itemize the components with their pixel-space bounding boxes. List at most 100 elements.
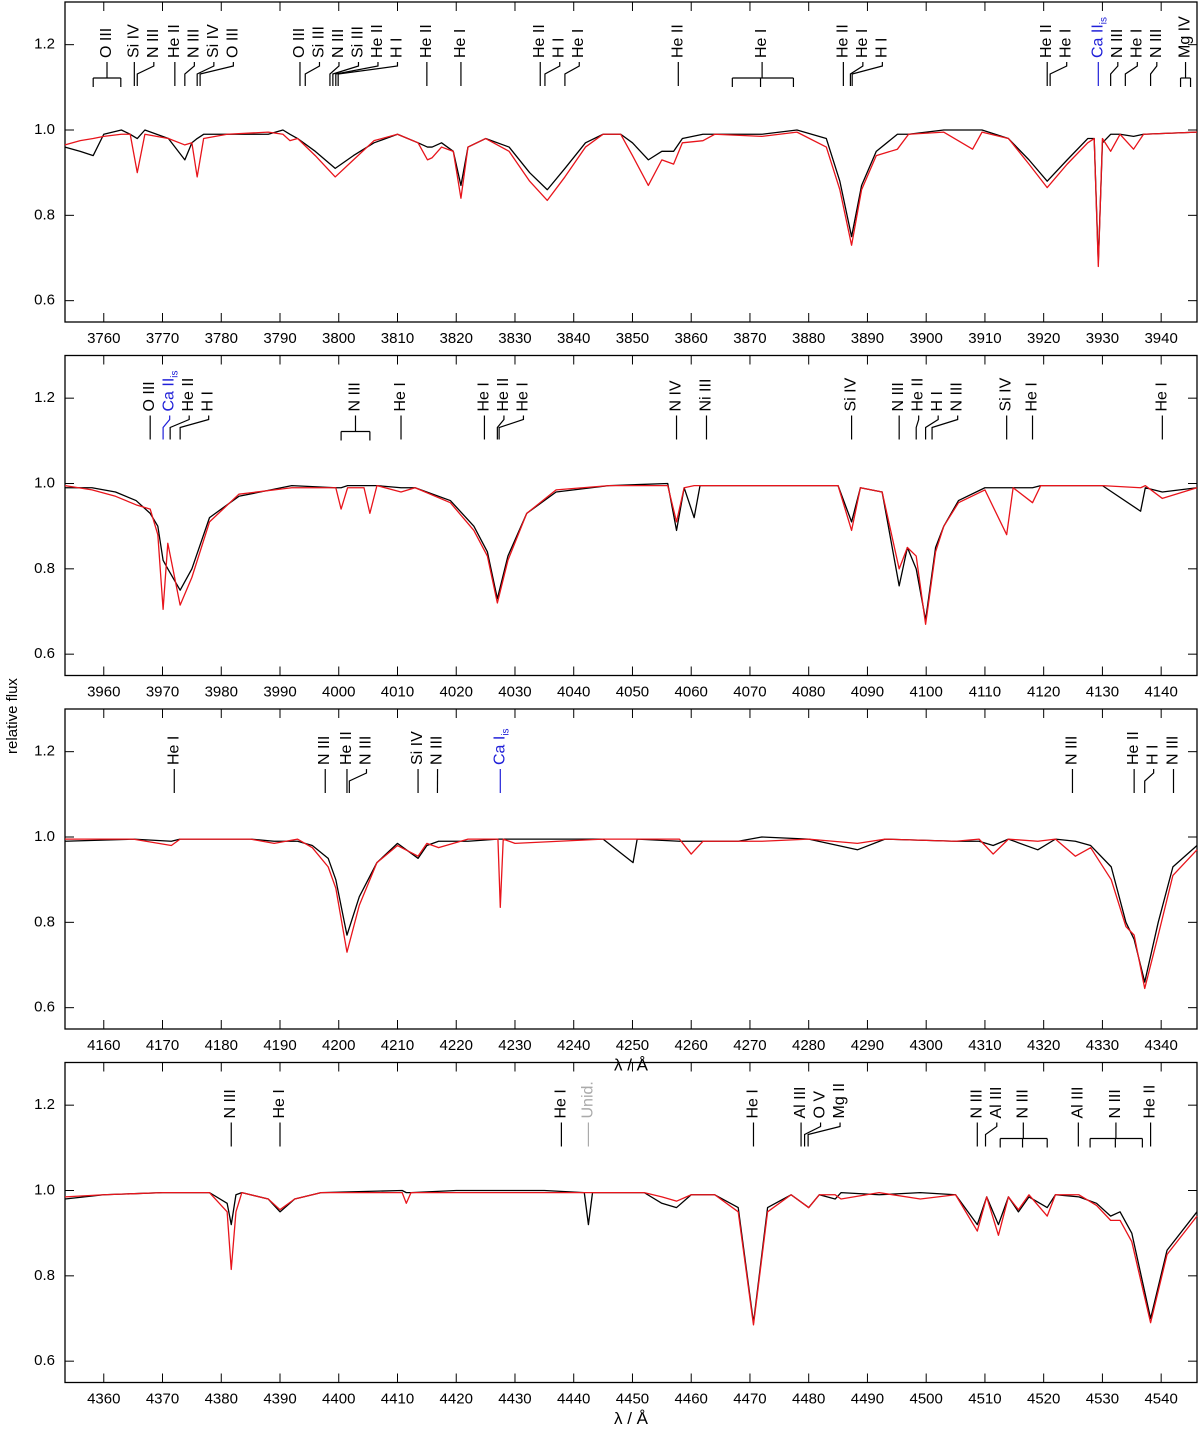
line-marker: [916, 416, 918, 440]
x-tick-label: 4390: [263, 1390, 296, 1407]
x-tick-label: 3940: [1144, 330, 1177, 347]
line-label: N III: [1109, 29, 1126, 58]
line-label-text: H I: [1145, 745, 1162, 765]
line-label-text: Mg IV: [1177, 16, 1194, 58]
line-label: H I: [874, 38, 891, 58]
line-label: He II: [670, 24, 687, 58]
line-label-text: H I: [874, 38, 891, 58]
line-label-text: H I: [551, 38, 568, 58]
line-label-text: N III: [330, 29, 347, 58]
y-tick-label: 1.0: [34, 121, 55, 138]
line-label-text: H I: [389, 38, 406, 58]
line-label: He II: [910, 378, 927, 412]
line-marker: [1151, 62, 1157, 86]
line-label-text: He II: [835, 24, 852, 58]
x-tick-label: 4520: [1027, 1390, 1060, 1407]
x-tick-label: 3880: [792, 330, 825, 347]
line-label-text: He I: [745, 1089, 762, 1118]
line-label: H I: [389, 38, 406, 58]
line-label: He I: [570, 29, 587, 58]
line-label: He II: [1142, 1085, 1159, 1119]
x-tick-label: 4480: [792, 1390, 825, 1407]
line-label-text: He II: [670, 24, 687, 58]
x-tick-label: 3800: [322, 330, 355, 347]
x-tick-label: 3860: [675, 330, 708, 347]
line-label: He I: [452, 29, 469, 58]
line-label: N III: [429, 736, 446, 765]
spectrum-line: [65, 130, 1197, 262]
line-label-text: He I: [271, 1089, 288, 1118]
x-tick-label: 3810: [381, 330, 414, 347]
line-label-text: O III: [98, 28, 115, 58]
spectrum-line: [65, 837, 1197, 982]
line-label-text: N III: [969, 1089, 986, 1118]
x-tick-label: 4140: [1144, 683, 1177, 700]
line-label: He II: [1125, 731, 1142, 765]
line-label: H I: [551, 38, 568, 58]
line-label: H I: [1145, 745, 1162, 765]
line-label-text: He I: [515, 382, 532, 411]
line-label: He I: [745, 1089, 762, 1118]
line-label: N IV: [668, 380, 685, 411]
line-label-text: Ni III: [698, 379, 715, 412]
x-tick-label: 4200: [322, 1037, 355, 1054]
line-marker: [852, 62, 882, 86]
x-tick-label: 3820: [440, 330, 473, 347]
x-tick-label: 4160: [87, 1037, 120, 1054]
line-label-text: He II: [1038, 24, 1055, 58]
line-marker: [185, 62, 195, 86]
x-tick-label: 4420: [440, 1390, 473, 1407]
line-label: N III: [222, 1089, 239, 1118]
x-tick-label: 4170: [146, 1037, 179, 1054]
line-label: N III: [1165, 736, 1182, 765]
x-tick-label: 4100: [910, 683, 943, 700]
line-label-text: N III: [1148, 29, 1165, 58]
line-label-text: N III: [145, 29, 162, 58]
line-marker: [137, 62, 154, 86]
x-tick-label: 3850: [616, 330, 649, 347]
y-tick-label: 1.0: [34, 828, 55, 845]
line-label-text: N III: [316, 736, 333, 765]
line-label-text: Si III: [350, 26, 367, 58]
line-label-text: He I: [1154, 382, 1171, 411]
line-label-text: He I: [553, 1089, 570, 1118]
line-label-text: He II: [531, 24, 548, 58]
x-axis-label: λ / Å: [614, 1055, 649, 1074]
line-label: He I: [476, 382, 493, 411]
line-label: N III: [1107, 1089, 1124, 1118]
line-marker: [1125, 62, 1137, 86]
line-label-subscript: is: [1098, 17, 1109, 24]
x-tick-label: 4070: [733, 683, 766, 700]
x-tick-label: 3840: [557, 330, 590, 347]
x-tick-label: 4360: [87, 1390, 120, 1407]
line-label: Unid.: [580, 1081, 597, 1118]
x-tick-label: 4110: [969, 683, 1001, 700]
line-label-text: N III: [1015, 1089, 1032, 1118]
line-marker: [565, 62, 579, 86]
x-tick-label: 4220: [440, 1037, 473, 1054]
spectrum-line: [65, 1193, 1197, 1325]
line-label: He I: [271, 1089, 288, 1118]
line-label: Si IV: [126, 24, 143, 58]
y-tick-label: 1.2: [34, 743, 55, 760]
x-tick-label: 3790: [263, 330, 296, 347]
line-label-text: N III: [358, 736, 375, 765]
line-label-text: O III: [141, 381, 158, 411]
line-label: He I: [753, 29, 770, 58]
x-tick-label: 4320: [1027, 1037, 1060, 1054]
line-label: Si IV: [205, 24, 222, 58]
x-tick-label: 3780: [205, 330, 238, 347]
x-tick-label: 4460: [675, 1390, 708, 1407]
x-tick-label: 3930: [1086, 330, 1119, 347]
x-tick-label: 4410: [381, 1390, 414, 1407]
line-label-text: Al III: [1070, 1086, 1087, 1118]
y-tick-label: 1.2: [34, 36, 55, 53]
x-tick-label: 4210: [381, 1037, 414, 1054]
line-label-text: He II: [166, 24, 183, 58]
line-label: He II: [1038, 24, 1055, 58]
line-label: He I: [165, 736, 182, 765]
line-label: Si IV: [409, 731, 426, 765]
line-label: Al III: [988, 1086, 1005, 1118]
